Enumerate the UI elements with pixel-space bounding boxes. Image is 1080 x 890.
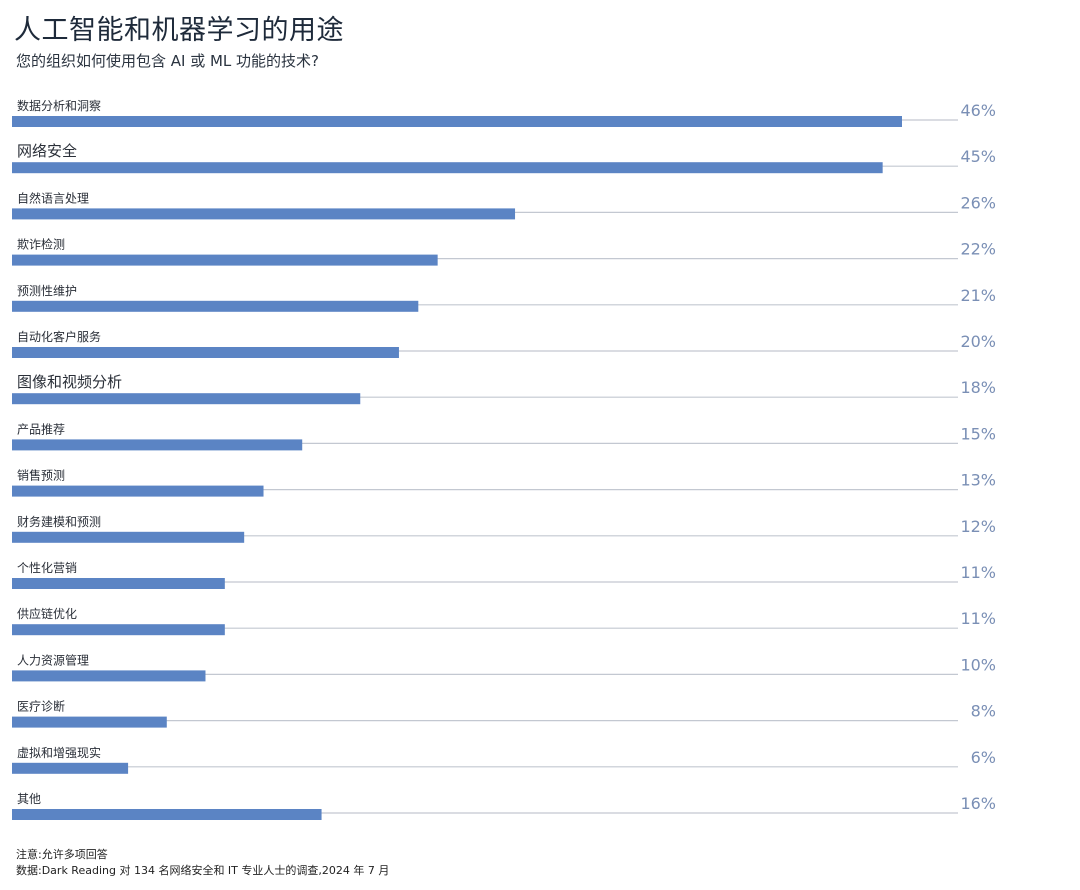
value-label: 21% bbox=[960, 286, 996, 305]
bar bbox=[12, 347, 399, 358]
value-label: 18% bbox=[960, 378, 996, 397]
bar bbox=[12, 254, 438, 266]
bar-row: 虚拟和增强现实 6% bbox=[12, 745, 996, 774]
bar-row: 自然语言处理 26% bbox=[12, 190, 996, 220]
footnotes: 注意:允许多项回答 数据:Dark Reading 对 134 名网络安全和 I… bbox=[16, 847, 389, 879]
bar bbox=[12, 578, 225, 589]
bar bbox=[12, 809, 322, 820]
category-label: 医疗诊断 bbox=[17, 699, 65, 714]
note-text: 注意:允许多项回答 bbox=[16, 848, 108, 861]
value-label: 16% bbox=[960, 794, 996, 813]
category-label: 欺诈检测 bbox=[17, 237, 65, 252]
bar bbox=[12, 208, 516, 220]
value-label: 10% bbox=[960, 655, 996, 674]
value-label: 11% bbox=[960, 609, 996, 628]
bar bbox=[12, 393, 361, 405]
category-label: 图像和视频分析 bbox=[17, 373, 122, 391]
bar bbox=[12, 762, 129, 774]
bar bbox=[12, 439, 303, 451]
category-label: 虚拟和增强现实 bbox=[17, 745, 101, 760]
source-text: 数据:Dark Reading 对 134 名网络安全和 IT 专业人士的调查,… bbox=[16, 864, 390, 877]
category-label: 网络安全 bbox=[17, 142, 77, 160]
bar bbox=[12, 116, 902, 127]
bar bbox=[12, 531, 245, 543]
value-label: 11% bbox=[960, 563, 996, 582]
chart-subtitle: 您的组织如何使用包含 AI 或 ML 功能的技术? bbox=[16, 52, 320, 70]
category-label: 产品推荐 bbox=[17, 422, 65, 436]
category-label: 自然语言处理 bbox=[17, 190, 89, 205]
value-label: 13% bbox=[960, 471, 996, 490]
bar bbox=[12, 485, 264, 497]
bar-row: 预测性维护 21% bbox=[12, 284, 996, 312]
value-label: 20% bbox=[960, 332, 996, 351]
bar-row: 供应链优化 11% bbox=[12, 606, 996, 636]
category-label: 销售预测 bbox=[17, 468, 65, 483]
bar-row: 人力资源管理 10% bbox=[12, 652, 996, 682]
bar bbox=[12, 300, 419, 312]
bar bbox=[12, 670, 206, 682]
category-label: 供应链优化 bbox=[17, 606, 77, 621]
category-label: 预测性维护 bbox=[17, 284, 77, 298]
bar-row: 销售预测 13% bbox=[12, 468, 996, 497]
value-label: 8% bbox=[971, 702, 996, 721]
value-label: 12% bbox=[960, 517, 996, 536]
category-label: 数据分析和洞察 bbox=[17, 98, 101, 113]
bar-row: 网络安全 45% bbox=[12, 142, 996, 174]
bar bbox=[12, 716, 167, 728]
bar-row: 产品推荐 15% bbox=[12, 422, 996, 451]
category-label: 其他 bbox=[17, 792, 41, 806]
value-label: 46% bbox=[960, 101, 996, 120]
category-label: 自动化客户服务 bbox=[17, 329, 101, 344]
value-label: 22% bbox=[960, 240, 996, 259]
category-label: 个性化营销 bbox=[17, 561, 77, 575]
bar-row: 医疗诊断 8% bbox=[12, 699, 996, 728]
value-label: 15% bbox=[960, 424, 996, 443]
bar-row: 数据分析和洞察 46% bbox=[12, 98, 996, 127]
chart-title: 人工智能和机器学习的用途 bbox=[14, 15, 344, 46]
bar-row: 自动化客户服务 20% bbox=[12, 329, 996, 358]
bar-row: 欺诈检测 22% bbox=[12, 237, 996, 266]
value-label: 45% bbox=[960, 147, 996, 166]
category-label: 财务建模和预测 bbox=[17, 514, 101, 529]
value-label: 26% bbox=[960, 193, 996, 212]
bar bbox=[12, 162, 883, 174]
value-label: 6% bbox=[971, 748, 996, 767]
bar-row: 图像和视频分析 18% bbox=[12, 373, 996, 405]
bar-row: 其他 16% bbox=[12, 792, 996, 820]
bar-row: 个性化营销 11% bbox=[12, 561, 996, 589]
bar-row: 财务建模和预测 12% bbox=[12, 514, 996, 543]
bar bbox=[12, 624, 225, 636]
category-label: 人力资源管理 bbox=[17, 652, 89, 667]
